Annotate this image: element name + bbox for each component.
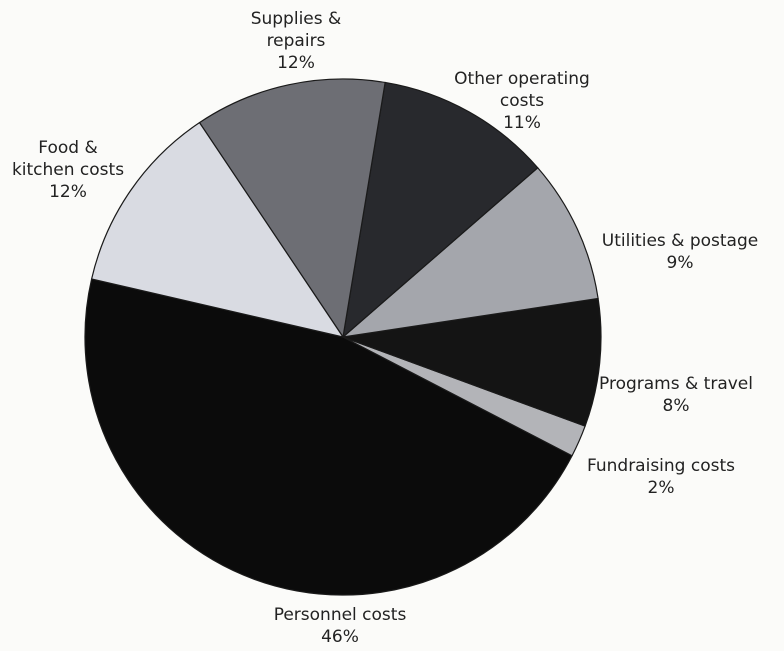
pie-slice-personnel-costs (84, 278, 573, 596)
pie-slice-other-operating-costs (342, 81, 539, 338)
pie-label-value: 8% (663, 396, 690, 416)
pie-label-value: 46% (321, 627, 359, 647)
pie-label-text: Other operating (454, 69, 590, 89)
pie-label-fundraising-costs: Fundraising costs 2% (587, 456, 735, 498)
pie-slice-utilities-postage (342, 167, 599, 338)
pie-label-value: 12% (277, 53, 315, 73)
pie-labels: Personnel costs 46%Food & kitchen costs 12%… (12, 9, 758, 647)
pie-label-utilities-postage: Utilities & postage 9% (602, 231, 758, 273)
pie-label-food-kitchen-costs: Food & kitchen costs 12% (12, 138, 124, 202)
pie-label-supplies-repairs: Supplies & repairs 12% (251, 9, 342, 73)
pie-label-value: 11% (503, 113, 541, 133)
pie-slices (84, 78, 602, 596)
pie-label-text: Fundraising costs (587, 456, 735, 476)
pie-label-value: 2% (648, 478, 675, 498)
pie-label-text: Personnel costs (274, 605, 407, 625)
pie-label-programs-travel: Programs & travel 8% (599, 374, 753, 416)
pie-slice-food-kitchen-costs (91, 122, 344, 338)
pie-label-text: repairs (267, 31, 326, 51)
pie-label-value: 9% (667, 253, 694, 273)
pie-label-other-operating-costs: Other operating costs 11% (454, 69, 590, 133)
pie-label-personnel-costs: Personnel costs 46% (274, 605, 407, 647)
pie-label-text: Food & (38, 138, 97, 158)
pie-slice-supplies-repairs (198, 78, 386, 338)
pie-label-text: Programs & travel (599, 374, 753, 394)
pie-label-value: 12% (49, 182, 87, 202)
pie-label-text: Utilities & postage (602, 231, 758, 251)
pie-label-text: costs (500, 91, 544, 111)
pie-label-text: kitchen costs (12, 160, 124, 180)
pie-slice-programs-travel (342, 297, 602, 427)
pie-label-text: Supplies & (251, 9, 342, 29)
